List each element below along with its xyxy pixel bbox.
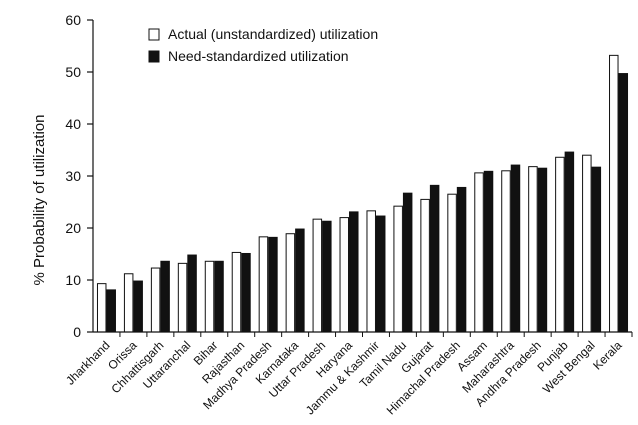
legend-swatch-actual <box>148 28 160 41</box>
bar-actual <box>123 273 134 333</box>
x-axis: JharkhandOrissaChhattisgarhUttaranchalBi… <box>63 331 633 417</box>
legend-swatch-need <box>148 50 160 63</box>
bar-actual <box>285 233 296 333</box>
legend-label-need: Need-standardized utilization <box>168 48 349 64</box>
bar-actual <box>366 210 376 333</box>
bar-need-standardized <box>510 164 521 333</box>
y-tick-label: 60 <box>65 12 81 28</box>
bar-need-standardized <box>402 192 413 333</box>
bar-actual <box>258 236 269 333</box>
bar-actual <box>393 205 403 333</box>
bar-actual <box>501 170 511 333</box>
bar-actual <box>204 260 215 333</box>
bar-need-standardized <box>322 220 332 333</box>
y-tick-label: 30 <box>65 168 81 184</box>
bar-actual <box>150 267 161 333</box>
bar-need-standardized <box>618 73 629 333</box>
bar-need-standardized <box>241 252 251 333</box>
bar-need-standardized <box>133 280 143 333</box>
bar-actual <box>339 217 350 333</box>
bar-actual <box>609 54 619 333</box>
bar-need-standardized <box>375 215 386 333</box>
bar-actual <box>528 166 538 333</box>
bar-need-standardized <box>456 186 467 333</box>
bar-actual <box>96 283 107 333</box>
bar-actual <box>312 218 323 333</box>
bar-need-standardized <box>295 228 305 333</box>
y-tick-label: 50 <box>65 64 81 80</box>
bar-need-standardized <box>564 151 575 333</box>
bar-actual <box>231 251 242 333</box>
bar-need-standardized <box>537 167 548 333</box>
y-axis-title: % Probability of utilization <box>31 115 48 286</box>
bar-actual <box>474 172 484 333</box>
bar-actual <box>420 198 430 333</box>
bar-need-standardized <box>591 166 602 333</box>
y-axis: 0 10 20 30 40 50 60 <box>65 12 94 340</box>
bar-need-standardized <box>483 170 494 333</box>
y-tick-label: 10 <box>65 272 81 288</box>
bar-need-standardized <box>268 236 278 333</box>
y-tick-label: 0 <box>73 324 81 340</box>
y-tick-label: 40 <box>65 116 81 132</box>
legend-label-actual: Actual (unstandardized) utilization <box>168 26 378 42</box>
x-tick-label: Kerala <box>590 338 625 373</box>
bar-need-standardized <box>429 184 440 333</box>
bar-actual <box>177 262 188 333</box>
bar-need-standardized <box>349 211 359 333</box>
bars <box>96 54 629 333</box>
bar-need-standardized <box>214 260 224 333</box>
y-tick-label: 20 <box>65 220 81 236</box>
bar-need-standardized <box>160 260 170 333</box>
bar-need-standardized <box>187 254 197 333</box>
bar-actual <box>447 193 457 333</box>
bar-need-standardized <box>106 289 116 333</box>
bar-actual <box>582 154 592 333</box>
legend: Actual (unstandardized) utilization Need… <box>148 26 378 64</box>
bar-actual <box>555 156 565 333</box>
